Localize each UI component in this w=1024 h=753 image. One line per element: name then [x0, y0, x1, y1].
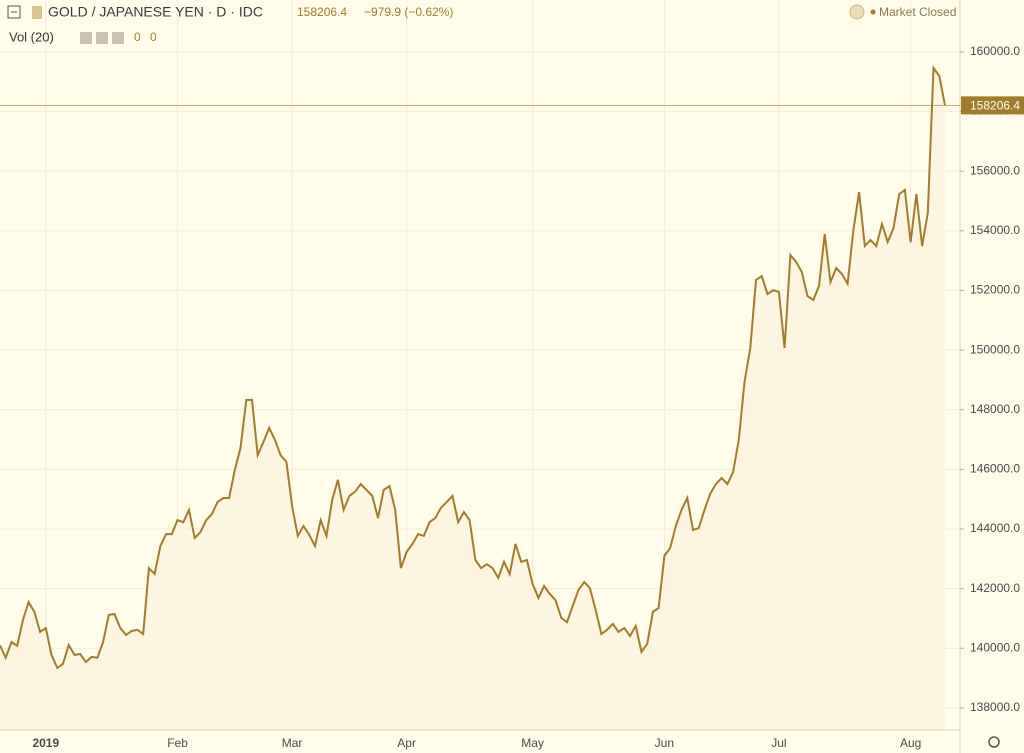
indicator-icon[interactable]	[80, 32, 92, 44]
x-tick-label: Feb	[167, 736, 188, 750]
y-tick-label: 148000.0	[970, 402, 1020, 416]
y-tick-label: 156000.0	[970, 163, 1020, 177]
indicator[interactable]: Vol (20)	[9, 29, 54, 44]
x-tick-label: Jun	[655, 736, 674, 750]
x-tick-label: May	[521, 736, 544, 750]
symbol[interactable]: GOLD / JAPANESE YEN · D · IDC	[48, 4, 263, 20]
indicator-value: 0	[150, 30, 157, 44]
status-icon	[849, 4, 865, 20]
x-tick-label: Aug	[900, 736, 921, 750]
price-label: 158206.4	[970, 99, 1020, 113]
indicator-value: 0	[134, 30, 141, 44]
y-tick-label: 154000.0	[970, 223, 1020, 237]
y-tick-label: 160000.0	[970, 44, 1020, 58]
indicator-icon[interactable]	[96, 32, 108, 44]
price: 158206.4	[297, 5, 347, 19]
status-dot	[870, 9, 876, 15]
symbol-icon	[32, 6, 42, 19]
y-tick-label: 144000.0	[970, 521, 1020, 535]
change: −979.9 (−0.62%)	[364, 5, 453, 19]
y-tick-label: 146000.0	[970, 462, 1020, 476]
y-tick-label: 142000.0	[970, 581, 1020, 595]
x-tick-label: Apr	[397, 736, 416, 750]
y-tick-label: 150000.0	[970, 342, 1020, 356]
market-status: Market Closed	[879, 5, 956, 19]
y-tick-label: 138000.0	[970, 700, 1020, 714]
x-tick-label: Mar	[282, 736, 303, 750]
x-tick-label: 2019	[32, 736, 59, 750]
settings-icon[interactable]	[988, 736, 1000, 748]
plot	[0, 65, 946, 730]
x-tick-label: Jul	[771, 736, 786, 750]
y-tick-label: 140000.0	[970, 640, 1020, 654]
line	[0, 65, 946, 670]
price-label-bg	[961, 96, 1024, 115]
collapse-icon[interactable]	[7, 5, 21, 19]
area	[0, 68, 945, 730]
indicator-icon[interactable]	[112, 32, 124, 44]
y-tick-label: 152000.0	[970, 283, 1020, 297]
